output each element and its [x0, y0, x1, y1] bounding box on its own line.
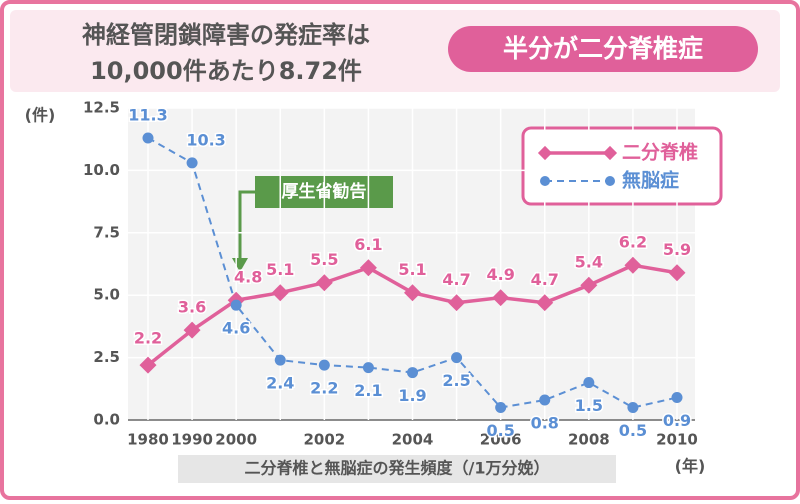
marker [448, 294, 466, 312]
marker [495, 402, 507, 414]
data-label: 4.9 [486, 265, 514, 284]
x-tick-label: 2004 [392, 431, 434, 449]
title: 10,000件あたり8.72件 [90, 57, 362, 85]
data-label: 6.1 [354, 235, 382, 254]
marker [315, 274, 333, 292]
data-label: 2.4 [266, 374, 294, 393]
data-label: 4.6 [222, 319, 250, 338]
marker [536, 294, 554, 312]
x-title: 二分脊椎と無脳症の発生頻度（/1万分娩） [245, 459, 550, 478]
legend-marker [602, 145, 618, 161]
x-tick-label: 2002 [303, 431, 345, 449]
marker [580, 276, 598, 294]
marker [183, 321, 201, 339]
data-label: 10.3 [186, 130, 225, 149]
y-tick-label: 7.5 [93, 223, 120, 241]
x-title-box [178, 455, 616, 483]
marker [271, 284, 289, 302]
marker [668, 264, 686, 282]
y-tick-label: 10.0 [83, 161, 120, 179]
marker [451, 352, 463, 364]
data-label: 5.4 [575, 253, 603, 272]
marker [362, 362, 374, 374]
legend-marker [537, 145, 553, 161]
marker [624, 256, 642, 274]
x-tick-label: 2008 [568, 431, 610, 449]
title: 神経管閉鎖障害の発症率は [82, 21, 370, 49]
marker [539, 394, 551, 406]
data-label: 5.5 [310, 250, 338, 269]
marker [359, 259, 377, 277]
annotation-arrow [238, 190, 255, 258]
y-tick-label: 12.5 [83, 99, 120, 117]
legend-label: 無脳症 [622, 169, 679, 192]
data-label: 3.6 [178, 298, 206, 317]
data-label: 1.9 [398, 386, 426, 405]
marker [407, 367, 418, 379]
marker [318, 359, 330, 371]
data-label: 1.5 [575, 396, 603, 415]
legend-marker [605, 176, 615, 186]
marker [404, 284, 421, 302]
badge: 半分が二分脊椎症 [503, 34, 703, 63]
x-tick-label: 2010 [656, 431, 698, 449]
marker [230, 299, 242, 311]
data-label: 4.8 [234, 268, 262, 287]
y-unit: (件) [25, 106, 56, 125]
data-label: 2.5 [442, 371, 470, 390]
legend-marker [540, 176, 550, 186]
legend-box [521, 126, 723, 206]
data-label: 0.5 [619, 421, 647, 440]
data-label: 0.9 [663, 411, 691, 430]
x-tick-label: 1990 [171, 431, 213, 449]
data-label: 4.7 [442, 270, 470, 289]
x-tick-label: 2000 [215, 431, 257, 449]
marker [583, 377, 595, 389]
marker [671, 392, 683, 404]
data-label: 0.5 [486, 421, 514, 440]
y-tick-label: 0.0 [93, 411, 120, 429]
y-tick-label: 5.0 [93, 286, 120, 304]
x-tick-label: 1980 [127, 431, 169, 449]
marker [139, 356, 157, 374]
data-label: 5.9 [663, 240, 691, 259]
legend-label: 二分脊椎 [622, 141, 698, 164]
marker [274, 354, 286, 366]
data-label: 5.1 [398, 260, 426, 279]
data-label: 6.2 [619, 233, 647, 252]
data-label: 0.8 [531, 414, 559, 433]
marker [142, 132, 154, 144]
marker [186, 157, 198, 169]
data-label: 2.2 [310, 379, 338, 398]
data-label: 2.1 [354, 381, 382, 400]
badge-box [448, 26, 758, 72]
data-label: 5.1 [266, 260, 294, 279]
y-tick-label: 2.5 [93, 348, 120, 366]
marker [627, 402, 639, 414]
marker [492, 289, 510, 307]
data-label: 4.7 [531, 270, 559, 289]
x-unit: (年) [675, 457, 706, 476]
x-tick-label: 2006 [480, 431, 522, 449]
data-label: 2.2 [134, 329, 162, 348]
data-label: 11.3 [128, 105, 167, 124]
